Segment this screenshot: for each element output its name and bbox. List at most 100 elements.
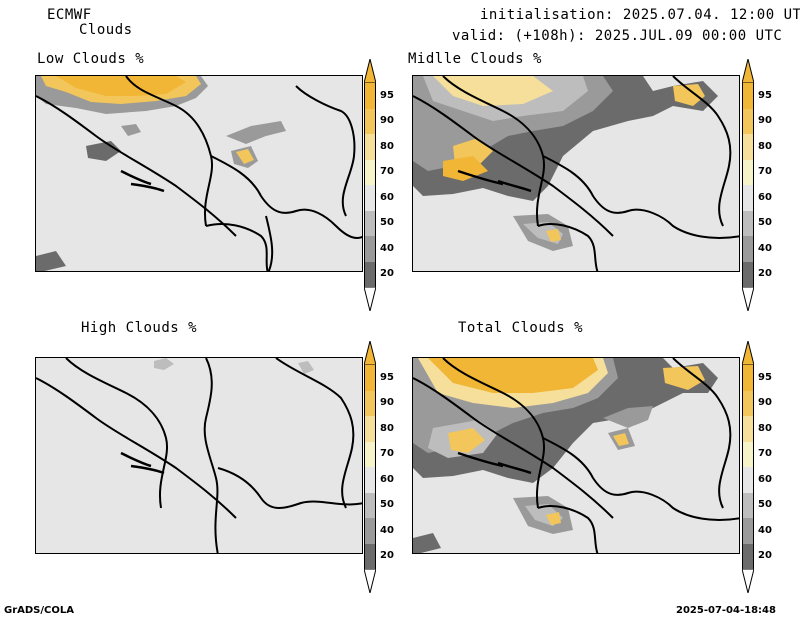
colorbar-segment [742,518,754,544]
colorbar-top-arrow [742,59,754,83]
colorbar-segment [364,83,376,109]
panel-title-low: Low Clouds % [37,51,145,67]
colorbar-label: 90 [380,115,394,127]
colorbar-label: 80 [758,422,772,434]
colorbar-label: 40 [380,524,394,536]
colorbar-segment [742,365,754,391]
cloud-field [226,121,286,144]
coast-line [120,451,152,468]
cloud-field [298,361,314,374]
colorbar-segment [364,159,376,185]
colorbar-label: 60 [758,473,772,485]
colorbar-label: 70 [380,166,394,178]
colorbar-segment [364,210,376,236]
colorbar-label: 80 [380,422,394,434]
colorbar-segment [364,467,376,493]
coast-line [457,451,504,468]
colorbar-label: 40 [758,524,772,536]
cloud-field [56,76,186,96]
colorbar-segment [742,83,754,109]
colorbar-segment [742,108,754,134]
colorbar-segment [742,467,754,493]
border-line [36,377,237,519]
colorbar-label: 95 [380,371,394,383]
panel-title-middle: Midlle Clouds % [408,51,542,67]
colorbar-segment [742,543,754,569]
panel-title-high: High Clouds % [81,320,198,336]
colorbar-label: 50 [758,499,772,511]
init-time: initialisation: 2025.07.04. 12:00 UTC [480,7,800,23]
map-panel-middle [412,75,740,272]
model-name: ECMWF [47,7,92,23]
colorbar-top-arrow [364,59,376,83]
colorbar-bottom-arrow [742,287,754,311]
colorbar-label: 50 [380,217,394,229]
colorbar-label: 95 [380,89,394,101]
coast-line [497,179,532,193]
coast-line [130,464,165,475]
cloud-field [154,358,174,370]
colorbar-label: 40 [380,242,394,254]
border-line [442,76,545,227]
coast-line [457,169,504,186]
cloud-field [546,229,561,242]
colorbar-segment [364,185,376,211]
colorbar-segment [742,390,754,416]
colorbar-top-arrow [742,341,754,365]
border-line [65,358,168,509]
valid-time: valid: (+108h): 2025.JUL.09 00:00 UTC [452,28,783,44]
colorbar-segment [742,185,754,211]
colorbar-segment [742,492,754,518]
colorbar-label: 80 [380,140,394,152]
border-line [125,76,213,227]
colorbar-label: 20 [380,550,394,562]
cloud-field [613,433,629,446]
colorbar-segment [364,390,376,416]
colorbar-segment [742,236,754,262]
colorbar-bottom-arrow [742,569,754,593]
colorbar-segment [364,416,376,442]
map-middle [413,76,739,271]
colorbar-segment [742,210,754,236]
border-line [265,215,274,271]
colorbar-label: 70 [758,166,772,178]
colorbar-label: 60 [380,473,394,485]
cloud-field [448,428,485,453]
colorbar-label: 20 [380,268,394,280]
border-line [210,155,362,239]
colorbar-segment [364,108,376,134]
border-line [203,358,219,553]
cloud-field [413,533,441,553]
colorbar-bottom-arrow [364,287,376,311]
colorbar-segment [364,492,376,518]
colorbar-label: 60 [380,191,394,203]
cloud-field [546,512,561,525]
map-panel-high [35,357,363,554]
colorbar-label: 90 [380,397,394,409]
colorbar-label: 40 [758,242,772,254]
coast-line [497,461,532,475]
cloud-field [433,76,553,106]
border-line [36,95,237,237]
border-line [205,223,269,271]
colorbar-segment [364,441,376,467]
colorbar-label: 20 [758,268,772,280]
field-name: Clouds [79,22,133,38]
map-panel-low [35,75,363,272]
colorbar-segment [742,441,754,467]
colorbar-label: 50 [758,217,772,229]
colorbar-segment [742,159,754,185]
cloud-field [428,358,598,393]
colorbar-label: 90 [758,115,772,127]
map-high [36,358,362,553]
coast-line [120,169,152,186]
cloud-field [673,84,705,106]
cloud-field [663,366,705,390]
border-line [413,377,614,519]
cloud-field [603,406,653,428]
map-panel-total [412,357,740,554]
border-line [542,155,739,239]
colorbar-label: 80 [758,140,772,152]
colorbar-segment [364,543,376,569]
colorbar-segment [742,261,754,287]
